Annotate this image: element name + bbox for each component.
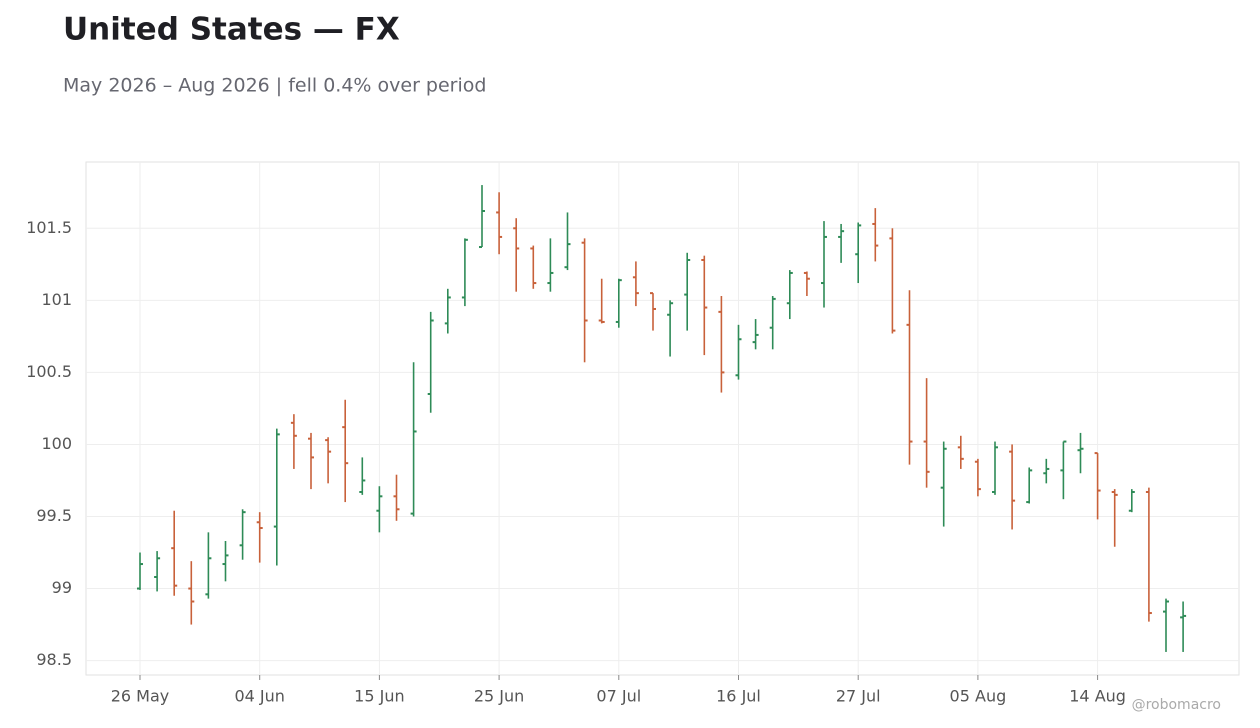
chart-subtitle: May 2026 – Aug 2026 | fell 0.4% over per…: [63, 75, 486, 97]
x-tick-label: 25 Jun: [474, 687, 524, 706]
x-tick-label: 16 Jul: [716, 687, 761, 706]
x-tick-label: 05 Aug: [950, 687, 1007, 706]
plot-frame: [85, 161, 1240, 676]
y-tick-label: 98.5: [36, 650, 72, 669]
x-tick-label: 14 Aug: [1069, 687, 1126, 706]
y-tick-label: 100: [41, 434, 72, 453]
chart-title: United States — FX: [63, 12, 400, 48]
x-tick-label: 26 May: [111, 687, 170, 706]
y-tick-label: 101: [41, 290, 72, 309]
y-tick-label: 100.5: [26, 362, 72, 381]
x-tick-label: 07 Jul: [596, 687, 641, 706]
y-tick-label: 99: [52, 578, 72, 597]
y-tick-label: 99.5: [36, 506, 72, 525]
x-tick-label: 27 Jul: [836, 687, 881, 706]
x-tick-label: 15 Jun: [354, 687, 404, 706]
x-tick-label: 04 Jun: [234, 687, 284, 706]
y-tick-label: 101.5: [26, 218, 72, 237]
watermark: @robomacro: [1132, 697, 1221, 713]
